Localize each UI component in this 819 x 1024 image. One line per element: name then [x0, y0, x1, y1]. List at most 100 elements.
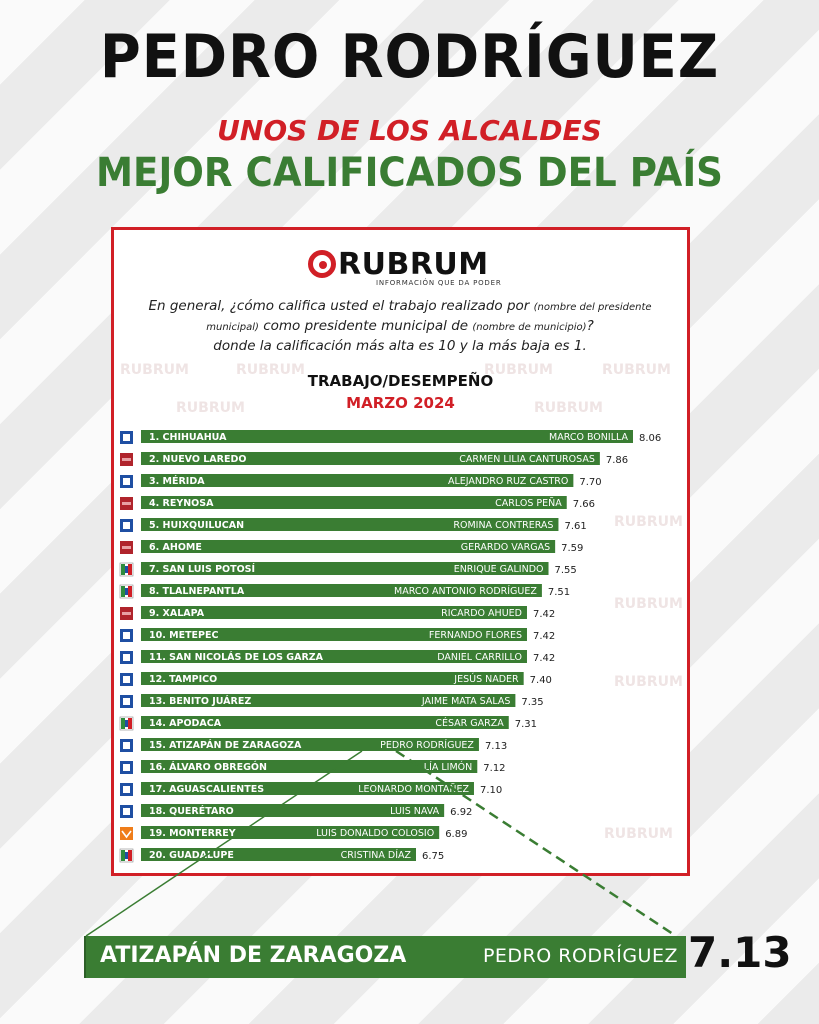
bar-category-label: 19. MONTERREY: [149, 828, 236, 839]
bar-name-label: MARCO ANTONIO RODRÍGUEZ: [394, 585, 537, 597]
watermark: RUBRUM: [534, 400, 603, 416]
question-text: En general, ¿cómo califica usted el trab…: [148, 298, 530, 314]
mc-party-icon-bird: [121, 830, 132, 839]
bar-category-label: 3. MÉRIDA: [149, 475, 205, 487]
bar: [141, 672, 524, 685]
bar-value-label: 7.55: [555, 565, 577, 576]
coalition-icon-green: [121, 564, 125, 575]
watermark: RUBRUM: [602, 362, 671, 378]
bar: [141, 826, 440, 839]
bar-category-label: 4. REYNOSA: [149, 498, 214, 509]
morena-party-icon-mark: [122, 612, 131, 615]
bar-value-label: 7.42: [533, 609, 555, 620]
pan-party-icon-inner: [123, 632, 130, 639]
pan-party-icon-inner: [123, 698, 130, 705]
pan-party-icon-inner: [123, 434, 130, 441]
chart-title: TRABAJO/DESEMPEÑO: [307, 372, 494, 390]
bar: [141, 716, 509, 729]
bar: [141, 430, 633, 443]
bar-category-label: 7. SAN LUIS POTOSÍ: [149, 563, 256, 575]
logo-tagline: INFORMACIÓN QUE DA PODER: [376, 279, 502, 287]
logo-wordmark: RUBRUM: [338, 247, 489, 282]
morena-party-icon-mark: [122, 546, 131, 549]
bar: [141, 562, 549, 575]
bar-name-label: LEONARDO MONTAÑEZ: [358, 784, 469, 795]
bar-name-label: LUIS NAVA: [390, 806, 440, 817]
bar-name-label: CÉSAR GARZA: [435, 717, 504, 729]
bar-value-label: 6.89: [445, 829, 467, 840]
coalition-icon-green: [121, 718, 125, 729]
bar-category-label: 10. METEPEC: [149, 630, 219, 641]
coalition-icon-green: [121, 586, 125, 597]
rubrum-logo: RUBRUM INFORMACIÓN QUE DA PODER: [308, 247, 518, 291]
question-text: donde la calificación más alta es 10 y l…: [213, 338, 587, 354]
bar-category-label: 5. HUIXQUILUCAN: [149, 520, 244, 531]
bar-value-label: 7.70: [579, 477, 601, 488]
bar: [141, 848, 416, 861]
bar-category-label: 11. SAN NICOLÁS DE LOS GARZA: [149, 651, 324, 663]
bar-value-label: 7.61: [564, 521, 586, 532]
bar-category-label: 18. QUERÉTARO: [149, 805, 234, 817]
coalition-icon-red: [128, 586, 132, 597]
coalition-icon-green: [121, 850, 125, 861]
bar-name-label: MARCO BONILLA: [549, 432, 628, 443]
logo-target-icon: [308, 250, 336, 278]
bar-category-label: 13. BENITO JUÁREZ: [149, 695, 251, 707]
bar-category-label: 8. TLALNEPANTLA: [149, 586, 245, 597]
coalition-icon-red: [128, 850, 132, 861]
bar: [141, 782, 474, 795]
bar-name-label: LUIS DONALDO COLOSIO: [316, 828, 434, 839]
bar-category-label: 2. NUEVO LAREDO: [149, 454, 246, 465]
bar-name-label: LÍA LIMÓN: [424, 761, 473, 773]
bar-name-label: JAIME MATA SALAS: [421, 696, 510, 707]
bar-category-label: 14. APODACA: [149, 718, 222, 729]
bar: [141, 760, 478, 773]
highlight-value: 7.13: [688, 928, 792, 977]
bar-name-label: CRISTINA DÍAZ: [341, 849, 412, 861]
bar-name-label: CARMEN LILIA CANTUROSAS: [459, 454, 595, 465]
pan-party-icon-inner: [123, 478, 130, 485]
bar-name-label: CARLOS PEÑA: [495, 498, 562, 509]
bar-value-label: 7.59: [561, 543, 583, 554]
pan-party-icon-inner: [123, 764, 130, 771]
bar-value-label: 7.10: [480, 785, 502, 796]
bar-category-label: 20. GUADALUPE: [149, 850, 234, 861]
bar-value-label: 7.35: [521, 697, 543, 708]
pan-party-icon-inner: [123, 786, 130, 793]
bar-category-label: 16. ÁLVARO OBREGÓN: [149, 761, 267, 773]
bar-category-label: 15. ATIZAPÁN DE ZARAGOZA: [149, 739, 302, 751]
watermark: RUBRUM: [236, 362, 305, 378]
highlight-city: ATIZAPÁN DE ZARAGOZA: [100, 943, 407, 968]
watermark: RUBRUM: [614, 514, 683, 530]
survey-question: En general, ¿cómo califica usted el trab…: [140, 297, 660, 356]
bar: [141, 650, 527, 663]
bar-category-label: 12. TAMPICO: [149, 674, 217, 685]
bar: [141, 628, 527, 641]
coalition-icon-red: [128, 718, 132, 729]
bar-value-label: 7.42: [533, 653, 555, 664]
pan-party-icon-inner: [123, 742, 130, 749]
coalition-icon-blue: [125, 566, 128, 573]
bar-value-label: 7.12: [483, 763, 505, 774]
bar-name-label: ALEJANDRO RUZ CASTRO: [448, 476, 568, 487]
bar-value-label: 6.75: [422, 851, 444, 862]
watermark: RUBRUM: [484, 362, 553, 378]
bar-category-label: 1. CHIHUAHUA: [149, 432, 227, 443]
bar-category-label: 6. AHOME: [149, 542, 202, 553]
watermark: RUBRUM: [120, 362, 189, 378]
bar: [141, 474, 574, 487]
bar: [141, 540, 556, 553]
coalition-icon-blue: [125, 588, 128, 595]
zoom-connector-right: [395, 749, 677, 938]
mc-party-icon: [120, 827, 133, 840]
pan-party-icon-inner: [123, 808, 130, 815]
bar-name-label: ENRIQUE GALINDO: [454, 564, 544, 575]
morena-party-icon-mark: [122, 458, 131, 461]
bar-name-label: DANIEL CARRILLO: [437, 652, 522, 663]
question-text: como presidente municipal de: [263, 318, 469, 334]
watermark: RUBRUM: [614, 596, 683, 612]
highlight-name: PEDRO RODRÍGUEZ: [482, 945, 678, 967]
bar-value-label: 7.86: [606, 455, 628, 466]
bar-value-label: 7.31: [515, 719, 537, 730]
